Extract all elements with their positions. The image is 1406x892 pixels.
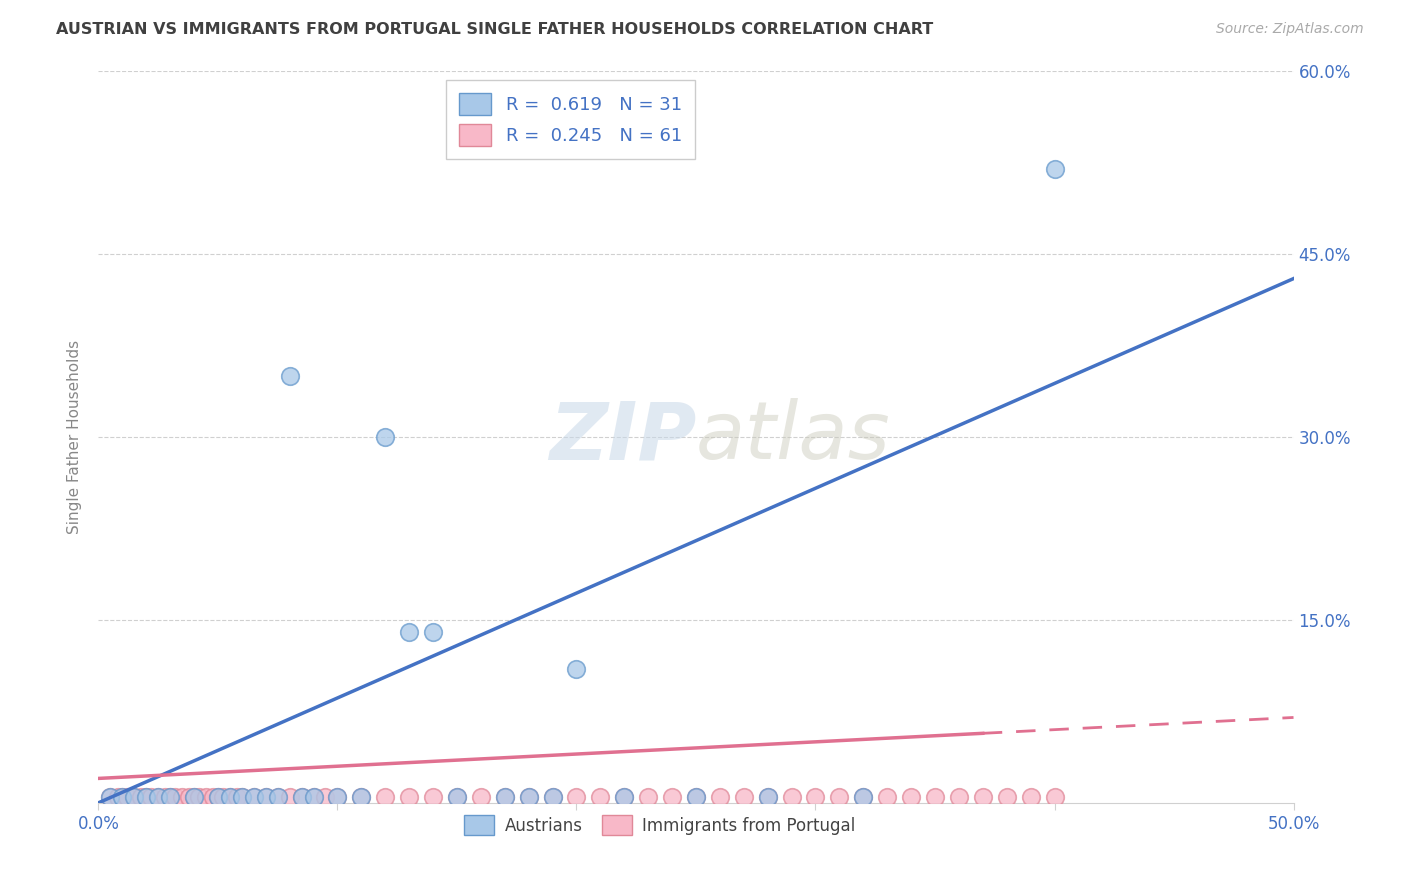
Point bbox=[135, 789, 157, 804]
Point bbox=[756, 789, 779, 804]
Point bbox=[517, 789, 540, 804]
Point bbox=[541, 789, 564, 804]
Point bbox=[422, 625, 444, 640]
Point bbox=[1043, 789, 1066, 804]
Point bbox=[374, 789, 396, 804]
Point bbox=[948, 789, 970, 804]
Point bbox=[470, 789, 492, 804]
Point bbox=[267, 789, 290, 804]
Point bbox=[243, 789, 266, 804]
Point bbox=[159, 789, 181, 804]
Point bbox=[98, 789, 122, 804]
Point bbox=[446, 789, 468, 804]
Point bbox=[278, 369, 301, 384]
Point bbox=[733, 789, 755, 804]
Point bbox=[924, 789, 946, 804]
Point bbox=[291, 789, 314, 804]
Text: AUSTRIAN VS IMMIGRANTS FROM PORTUGAL SINGLE FATHER HOUSEHOLDS CORRELATION CHART: AUSTRIAN VS IMMIGRANTS FROM PORTUGAL SIN… bbox=[56, 22, 934, 37]
Point bbox=[685, 789, 707, 804]
Point bbox=[111, 789, 134, 804]
Point bbox=[326, 789, 349, 804]
Point bbox=[876, 789, 898, 804]
Point bbox=[613, 789, 636, 804]
Point bbox=[231, 789, 253, 804]
Point bbox=[900, 789, 922, 804]
Point bbox=[398, 625, 420, 640]
Point bbox=[350, 789, 373, 804]
Point bbox=[972, 789, 994, 804]
Point bbox=[159, 789, 181, 804]
Point bbox=[278, 789, 301, 804]
Point bbox=[195, 789, 218, 804]
Legend: Austrians, Immigrants from Portugal: Austrians, Immigrants from Portugal bbox=[458, 808, 862, 842]
Point bbox=[202, 789, 225, 804]
Point bbox=[183, 789, 205, 804]
Point bbox=[852, 789, 875, 804]
Point bbox=[852, 789, 875, 804]
Point bbox=[326, 789, 349, 804]
Point bbox=[124, 789, 146, 804]
Point bbox=[124, 789, 146, 804]
Point bbox=[446, 789, 468, 804]
Point bbox=[302, 789, 325, 804]
Text: ZIP: ZIP bbox=[548, 398, 696, 476]
Text: atlas: atlas bbox=[696, 398, 891, 476]
Point bbox=[1019, 789, 1042, 804]
Point bbox=[187, 789, 209, 804]
Point bbox=[756, 789, 779, 804]
Point bbox=[302, 789, 325, 804]
Point bbox=[254, 789, 277, 804]
Point bbox=[828, 789, 851, 804]
Point bbox=[685, 789, 707, 804]
Point bbox=[315, 789, 337, 804]
Point bbox=[98, 789, 122, 804]
Point bbox=[709, 789, 731, 804]
Point bbox=[172, 789, 194, 804]
Point bbox=[163, 789, 186, 804]
Point bbox=[226, 789, 249, 804]
Point bbox=[207, 789, 229, 804]
Point bbox=[115, 789, 138, 804]
Point bbox=[107, 789, 129, 804]
Point bbox=[637, 789, 659, 804]
Point bbox=[494, 789, 516, 804]
Point bbox=[131, 789, 153, 804]
Point bbox=[589, 789, 612, 804]
Point bbox=[148, 789, 170, 804]
Point bbox=[780, 789, 803, 804]
Point bbox=[613, 789, 636, 804]
Point bbox=[398, 789, 420, 804]
Point bbox=[135, 789, 157, 804]
Point bbox=[183, 789, 205, 804]
Point bbox=[231, 789, 253, 804]
Point bbox=[374, 430, 396, 444]
Point bbox=[243, 789, 266, 804]
Point bbox=[1043, 161, 1066, 176]
Point bbox=[291, 789, 314, 804]
Y-axis label: Single Father Households: Single Father Households bbox=[67, 340, 83, 534]
Point bbox=[155, 789, 177, 804]
Point bbox=[267, 789, 290, 804]
Point bbox=[111, 789, 134, 804]
Point bbox=[207, 789, 229, 804]
Point bbox=[139, 789, 162, 804]
Point bbox=[148, 789, 170, 804]
Point bbox=[179, 789, 201, 804]
Point bbox=[422, 789, 444, 804]
Point bbox=[565, 662, 588, 676]
Text: Source: ZipAtlas.com: Source: ZipAtlas.com bbox=[1216, 22, 1364, 37]
Point bbox=[350, 789, 373, 804]
Point bbox=[661, 789, 683, 804]
Point bbox=[211, 789, 233, 804]
Point bbox=[565, 789, 588, 804]
Point bbox=[995, 789, 1018, 804]
Point bbox=[254, 789, 277, 804]
Point bbox=[219, 789, 242, 804]
Point bbox=[541, 789, 564, 804]
Point bbox=[804, 789, 827, 804]
Point bbox=[494, 789, 516, 804]
Point bbox=[219, 789, 242, 804]
Point bbox=[517, 789, 540, 804]
